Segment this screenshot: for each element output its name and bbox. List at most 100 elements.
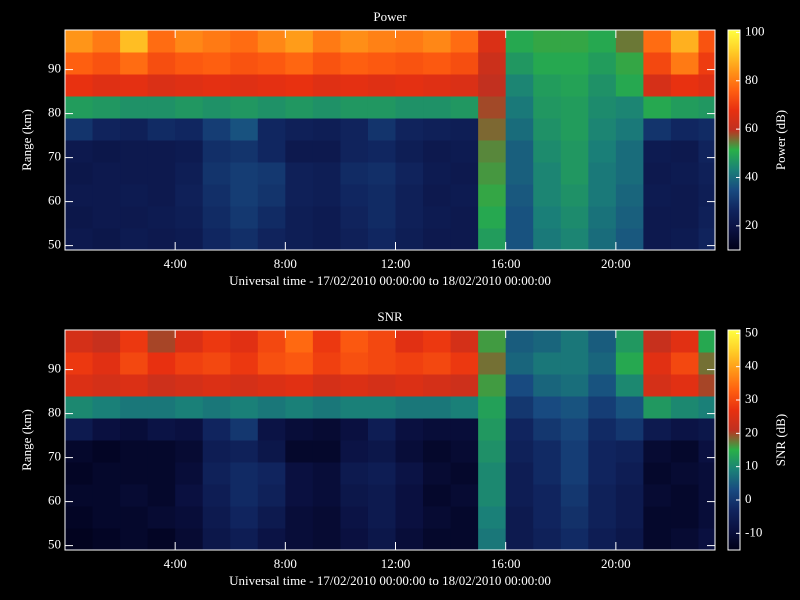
heat-cell [395,330,424,353]
heat-cell [560,140,589,163]
heat-cell [257,396,286,419]
heat-cell [670,228,699,251]
heat-cell [533,184,562,207]
heat-cell [147,418,176,441]
heat-cell [670,206,699,229]
heat-cell [340,228,369,251]
heat-cell [92,528,121,551]
heat-cell [65,140,94,163]
heat-cell [643,74,672,97]
heat-cell [478,206,507,229]
heat-cell [175,352,204,375]
heat-cell [533,440,562,463]
heat-cell [312,206,341,229]
heat-cell [395,74,424,97]
heat-cell [505,52,534,75]
heat-cell [340,162,369,185]
heat-cell [147,374,176,397]
heat-cell [65,352,94,375]
heat-cell [505,330,534,353]
heat-cell [478,462,507,485]
heat-cell [670,462,699,485]
heat-cell [312,228,341,251]
heat-cell [367,184,397,207]
heat-cell [340,74,369,97]
heat-cell [643,374,672,397]
heat-cell [230,52,259,75]
heat-cell [92,96,121,119]
heat-cell [588,30,617,53]
colorbar-tick-label: 20 [745,424,758,439]
heat-cell [588,140,617,163]
heat-cell [423,184,452,207]
heat-cell [65,396,94,419]
heat-cell [65,228,94,251]
heat-cell [670,330,699,353]
heat-cell [285,374,314,397]
heat-cell [698,374,716,397]
heat-cell [147,440,176,463]
heat-cell [257,352,286,375]
heat-cell [615,206,644,229]
heat-cell [312,396,341,419]
heat-cell [92,30,121,53]
heat-cell [230,528,259,551]
heat-cell [230,440,259,463]
heat-cell [643,228,672,251]
heat-cell [92,206,121,229]
heat-cell [312,462,341,485]
heat-cell [533,374,562,397]
heat-cell [175,418,204,441]
heat-cell [340,140,369,163]
heat-cell [312,484,341,507]
heat-cell [175,74,204,97]
colorbar-tick-label: 0 [745,491,752,506]
heat-cell [312,30,341,53]
heat-cell [175,96,204,119]
heat-cell [65,528,94,551]
heat-cell [615,374,644,397]
heat-cell [285,528,314,551]
heat-cell [588,118,617,141]
heat-cell [367,506,397,529]
heat-cell [615,162,644,185]
heat-cell [285,440,314,463]
heat-cell [147,484,176,507]
heat-cell [340,206,369,229]
heat-cell [450,440,479,463]
plot-frame [64,29,716,251]
heat-cell [698,184,716,207]
heat-cell [423,440,452,463]
heat-cell [560,52,589,75]
y-tick-label: 60 [48,193,61,208]
heat-cell [615,118,644,141]
heat-cell [92,462,121,485]
heat-cell [505,396,534,419]
heat-cell [478,396,507,419]
heat-cell [450,74,479,97]
heat-cell [560,418,589,441]
heat-cell [423,418,452,441]
heat-cell [478,418,507,441]
heat-cell [643,352,672,375]
heat-cell [285,96,314,119]
heat-cell [423,118,452,141]
heat-cell [450,206,479,229]
heat-cell [643,206,672,229]
heat-cell [312,52,341,75]
heat-cell [340,96,369,119]
heat-cell [670,528,699,551]
heat-cell [478,228,507,251]
heat-cell [450,352,479,375]
heat-cell [202,396,231,419]
heat-cell [120,330,149,353]
colorbar-tick-label: 40 [745,358,758,373]
heat-cell [175,140,204,163]
heat-cell [588,184,617,207]
colorbar [728,30,740,250]
heat-cell [450,396,479,419]
heat-cell [285,396,314,419]
heat-cell [257,184,286,207]
heat-cell [615,528,644,551]
heat-cell [312,140,341,163]
